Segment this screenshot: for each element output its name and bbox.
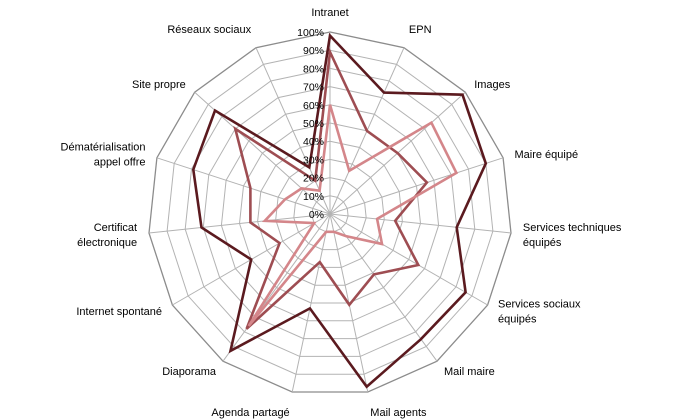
category-label: Services techniques équipés — [523, 222, 622, 249]
grid-spoke — [156, 157, 331, 215]
grid-ring — [148, 31, 512, 393]
grid-ring — [166, 49, 494, 375]
series-layer — [191, 32, 488, 389]
tick-label: 20% — [303, 173, 324, 185]
category-label: Certificat électronique — [77, 222, 137, 249]
category-label: Mail maire — [444, 366, 495, 378]
category-label: Internet spontané — [76, 306, 162, 318]
grid-spoke — [291, 213, 331, 393]
category-label: Site propre — [132, 79, 186, 91]
grid-ring — [275, 158, 385, 268]
tick-label: 30% — [303, 154, 324, 166]
category-label: Agenda partagé — [211, 407, 289, 419]
grid-ring — [220, 104, 440, 322]
tick-label: 80% — [303, 63, 324, 75]
grid-ring — [293, 177, 367, 251]
grid-ring — [184, 67, 476, 357]
category-label: EPN — [409, 24, 432, 36]
grid-ring — [238, 122, 422, 304]
tick-label: 60% — [303, 100, 324, 112]
tick-label: 70% — [303, 82, 324, 94]
grid-spoke — [222, 213, 331, 362]
tick-label: 50% — [303, 118, 324, 130]
category-label: Dématérialisation appel offre — [61, 142, 146, 169]
label-layer: 0% 10% 20% 30% 40% 50% 60% 70% 80% 90% 100% Intrane… — [61, 7, 622, 419]
tick-label: 100% — [297, 27, 324, 39]
series-line — [191, 32, 488, 389]
category-label: Images — [474, 79, 511, 91]
category-label: Diaporama — [162, 366, 217, 378]
tick-label: 90% — [303, 45, 324, 57]
grid-spoke — [329, 213, 488, 306]
category-label: Intranet — [311, 7, 348, 19]
tick-label: 10% — [303, 191, 324, 203]
category-label: Services sociaux équipés — [498, 299, 581, 326]
grid-spoke — [329, 213, 438, 362]
tick-label: 40% — [303, 136, 324, 148]
grid-spoke — [148, 213, 331, 234]
series-line — [247, 104, 459, 327]
category-label: Réseaux sociaux — [167, 24, 251, 36]
grid-spoke — [329, 213, 512, 234]
grid-ring — [202, 86, 458, 340]
category-label: Maire équipé — [515, 149, 579, 161]
series-line — [233, 47, 429, 330]
tick-label: 0% — [309, 209, 324, 221]
grid-spoke — [329, 157, 504, 215]
grid-spoke — [255, 47, 331, 215]
category-label: Mail agents — [370, 407, 427, 419]
grid-ring — [257, 140, 403, 286]
